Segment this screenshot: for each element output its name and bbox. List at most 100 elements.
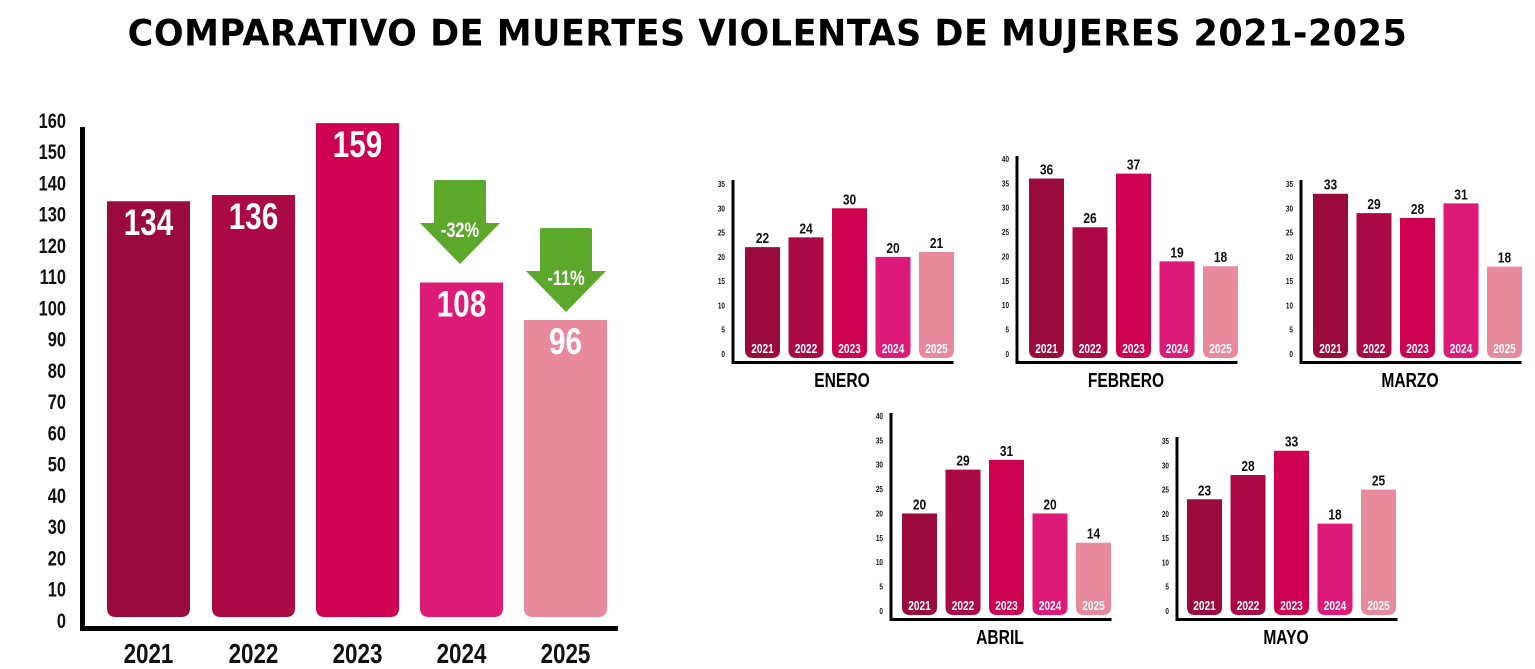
y-tick-label: 20 xyxy=(1286,252,1293,262)
y-tick-label: 140 xyxy=(39,172,66,195)
y-tick-label: 0 xyxy=(1165,606,1169,616)
x-tick-label-2023: 2023 xyxy=(1122,342,1145,356)
y-tick-label: 15 xyxy=(1162,533,1169,543)
y-tick-label: 40 xyxy=(1002,154,1009,164)
page-title: COMPARATIVO DE MUERTES VIOLENTAS DE MUJE… xyxy=(127,13,1408,55)
data-label-2023: 31 xyxy=(1000,443,1014,460)
y-tick-label: 15 xyxy=(718,276,725,286)
bar-2023 xyxy=(1400,218,1435,358)
down-arrow-annotation-2024: -32% xyxy=(420,180,500,264)
y-tick-label: 5 xyxy=(721,325,725,335)
y-tick-label: 0 xyxy=(1289,349,1293,359)
y-tick-label: 150 xyxy=(39,140,66,163)
y-tick-label: 25 xyxy=(1162,485,1169,495)
y-tick-label: 10 xyxy=(1162,558,1169,568)
bar-2021 xyxy=(1029,178,1064,358)
x-tick-label-2023: 2023 xyxy=(333,639,383,669)
data-label-2021: 20 xyxy=(913,496,926,513)
bar-2022 xyxy=(1072,227,1108,358)
data-label-2021: 36 xyxy=(1040,161,1054,178)
y-tick-label: 25 xyxy=(718,228,725,238)
data-label-2025: 21 xyxy=(930,235,944,252)
y-tick-label: 20 xyxy=(1162,509,1169,519)
data-label-2022: 136 xyxy=(229,197,278,238)
y-tick-label: 20 xyxy=(1002,252,1009,262)
x-tick-label-2025: 2025 xyxy=(925,342,948,356)
x-tick-label-2025: 2025 xyxy=(1082,599,1105,613)
bar-2023 xyxy=(832,208,867,358)
x-tick-label-2021: 2021 xyxy=(1193,599,1216,613)
bar-2025 xyxy=(1076,542,1111,615)
y-tick-label: 20 xyxy=(876,509,883,519)
y-tick-label: 30 xyxy=(1002,203,1009,213)
bar-2021 xyxy=(107,201,190,617)
data-label-2025: 18 xyxy=(1214,249,1228,266)
percent-change-label: -11% xyxy=(547,266,585,289)
data-label-2022: 28 xyxy=(1241,458,1255,475)
y-tick-label: 20 xyxy=(48,547,66,570)
y-tick-label: 30 xyxy=(876,460,883,470)
x-tick-label-2023: 2023 xyxy=(995,599,1018,613)
data-label-2025: 25 xyxy=(1372,472,1386,489)
bar-2022 xyxy=(1230,475,1266,615)
bar-2022 xyxy=(945,469,981,615)
data-label-2021: 23 xyxy=(1198,482,1212,499)
data-label-2022: 29 xyxy=(956,452,970,469)
y-tick-label: 0 xyxy=(1005,349,1009,359)
x-tick-label-2024: 2024 xyxy=(1166,342,1189,356)
y-tick-label: 35 xyxy=(1002,179,1009,189)
y-tick-label: 15 xyxy=(1286,276,1293,286)
x-tick-label-2023: 2023 xyxy=(1280,599,1303,613)
y-tick-label: 5 xyxy=(879,582,883,592)
x-tick-label-2022: 2022 xyxy=(1079,342,1102,356)
x-tick-label-2023: 2023 xyxy=(838,342,861,356)
x-axis-line xyxy=(889,618,1112,621)
bar-2023 xyxy=(316,123,399,617)
bar-2025 xyxy=(1361,489,1396,615)
data-label-2024: 20 xyxy=(1043,496,1056,513)
data-label-2021: 33 xyxy=(1324,176,1338,193)
month-title: FEBRERO xyxy=(1088,369,1164,391)
y-tick-label: 90 xyxy=(48,328,66,351)
month-title: MARZO xyxy=(1381,369,1438,391)
bar-2025 xyxy=(524,320,607,617)
data-label-2023: 30 xyxy=(843,191,856,208)
y-tick-label: 15 xyxy=(876,533,883,543)
bar-2025 xyxy=(1203,266,1238,358)
y-tick-label: 15 xyxy=(1002,276,1009,286)
y-axis-line xyxy=(731,180,735,364)
x-tick-label-2021: 2021 xyxy=(1035,342,1058,356)
x-tick-label-2024: 2024 xyxy=(437,639,487,669)
chart-mayo: 0510152025303523202128202233202318202425… xyxy=(1162,433,1398,648)
y-axis-line xyxy=(889,413,893,621)
data-label-2022: 26 xyxy=(1083,210,1097,227)
chart-febrero: 0510152025303540362021262022372023192024… xyxy=(1002,154,1238,391)
data-label-2024: 108 xyxy=(437,284,486,325)
y-tick-label: 35 xyxy=(1286,179,1293,189)
y-tick-label: 25 xyxy=(1286,228,1293,238)
x-tick-label-2024: 2024 xyxy=(1450,342,1473,356)
data-label-2021: 22 xyxy=(756,230,770,247)
y-tick-label: 160 xyxy=(39,109,66,132)
chart-abril: 0510152025303540202021292022312023202024… xyxy=(876,411,1112,648)
data-label-2022: 29 xyxy=(1367,196,1381,213)
y-tick-label: 130 xyxy=(39,203,66,226)
bar-2024 xyxy=(1159,261,1195,358)
y-tick-label: 10 xyxy=(876,558,883,568)
y-tick-label: 110 xyxy=(40,265,66,288)
x-axis-line xyxy=(1299,361,1522,364)
bar-2025 xyxy=(919,252,954,358)
data-label-2023: 28 xyxy=(1411,201,1425,218)
bar-2021 xyxy=(1187,499,1222,615)
y-axis-line xyxy=(80,127,85,631)
month-title: MAYO xyxy=(1263,626,1308,648)
y-tick-label: 25 xyxy=(876,484,883,494)
y-tick-label: 100 xyxy=(39,297,66,320)
x-tick-label-2025: 2025 xyxy=(541,639,591,669)
x-tick-label-2022: 2022 xyxy=(795,342,818,356)
y-tick-label: 20 xyxy=(718,252,725,262)
bar-2023 xyxy=(1116,173,1151,358)
y-tick-label: 35 xyxy=(718,179,725,189)
